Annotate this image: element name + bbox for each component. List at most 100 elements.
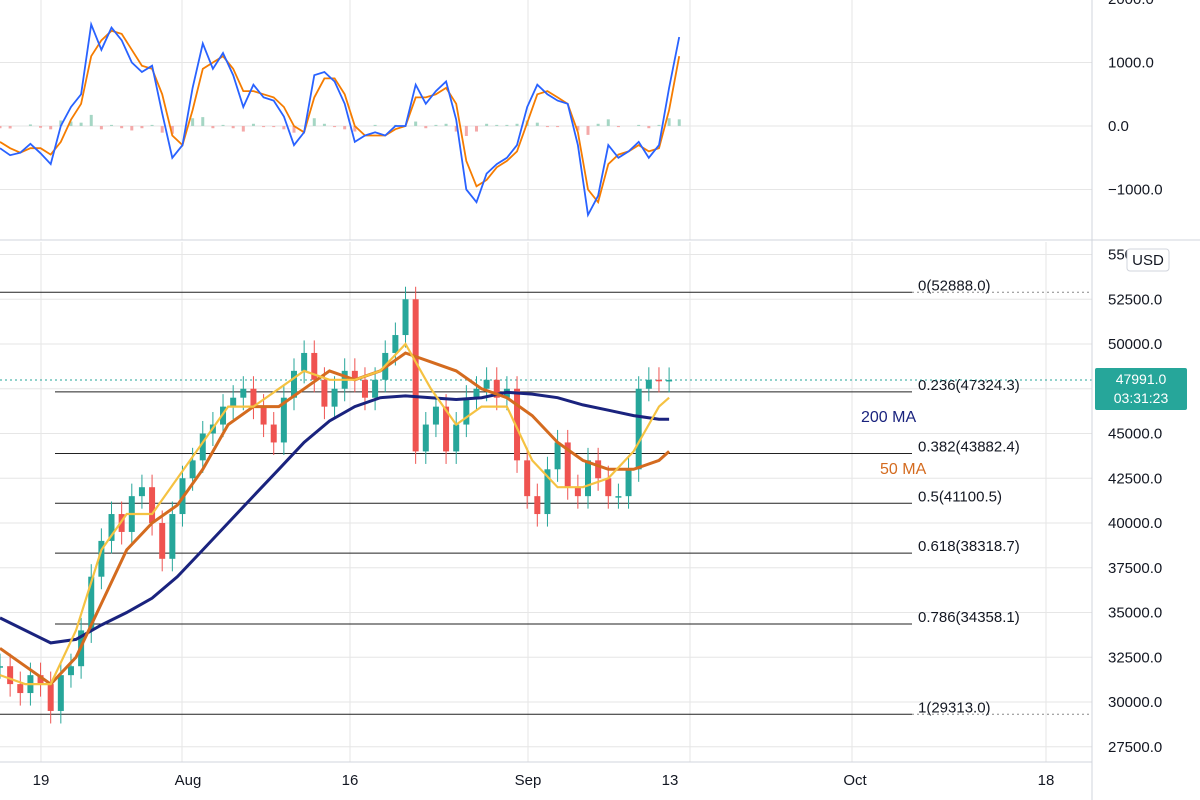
candle-body	[392, 335, 399, 353]
candle-body	[240, 388, 247, 398]
ma50-label: 50 MA	[880, 461, 927, 478]
time-axis[interactable]: 19 Aug 16 Sep 13 Oct 18	[33, 772, 1055, 789]
macd-y-tick: 0.0	[1108, 118, 1129, 135]
candle-body	[57, 675, 64, 711]
price-gridlines	[0, 242, 1092, 762]
fib-level-label: 0(52888.0)	[918, 277, 991, 294]
candle-body	[574, 487, 581, 497]
candle-body	[361, 379, 368, 398]
x-tick-label: Aug	[175, 772, 202, 789]
candle-body	[372, 379, 379, 398]
macd-y-axis: 2000.0 1000.0 0.0 −1000.0	[1108, 0, 1163, 199]
candle-body	[493, 379, 500, 398]
price-y-tick: 42500.0	[1108, 470, 1162, 487]
last-price: 47991.0	[1116, 371, 1167, 387]
price-y-tick: 50000.0	[1108, 336, 1162, 353]
price-y-tick: 32500.0	[1108, 649, 1162, 666]
candle-body	[422, 424, 429, 452]
x-tick-label: Oct	[843, 772, 867, 789]
candle-body	[199, 433, 206, 461]
candle-body	[483, 379, 490, 389]
candle-body	[67, 666, 74, 676]
fib-level-label: 0.382(43882.4)	[918, 439, 1020, 456]
candle-body	[311, 352, 318, 380]
candle-body	[402, 299, 409, 336]
fibonacci-retracement[interactable]: 0(52888.0) 0.236(47324.3) 0.382(43882.4) 0.…	[0, 277, 1092, 716]
x-tick-label: 19	[33, 772, 50, 789]
macd-gridlines	[0, 0, 1092, 240]
candle-body	[432, 406, 439, 425]
candle-body	[412, 299, 419, 452]
candle-body	[301, 352, 308, 371]
price-pane[interactable]: 0(52888.0) 0.236(47324.3) 0.382(43882.4) 0.…	[0, 242, 1187, 762]
candle-body	[655, 379, 662, 382]
price-y-tick: 40000.0	[1108, 515, 1162, 532]
candle-body	[514, 388, 521, 461]
fib-level-label: 0.786(34358.1)	[918, 609, 1020, 626]
candle-body	[260, 406, 267, 425]
candle-body	[534, 496, 541, 515]
candle-body	[149, 487, 156, 523]
last-price-badge	[1095, 368, 1187, 410]
candle-body	[17, 684, 24, 694]
candle-body	[625, 469, 632, 497]
candle-body	[463, 397, 470, 425]
candle-body	[108, 514, 115, 541]
fib-level-label: 0.618(38318.7)	[918, 538, 1020, 555]
ma200-line	[0, 390, 670, 645]
price-y-tick: 37500.0	[1108, 560, 1162, 577]
ma50-line	[0, 351, 671, 687]
x-tick-label: 13	[662, 772, 679, 789]
candle-body	[0, 666, 3, 668]
candle-body	[615, 496, 622, 498]
x-tick-label: 16	[342, 772, 359, 789]
candle-body	[47, 684, 54, 711]
candle-body	[159, 523, 166, 559]
currency-badge-box[interactable]	[1126, 248, 1170, 272]
candle-body	[554, 442, 561, 470]
bar-countdown: 03:31:23	[1114, 390, 1169, 406]
candle-body	[443, 406, 450, 452]
macd-line	[0, 20, 681, 218]
candlesticks	[0, 286, 673, 724]
candle-body	[270, 424, 277, 443]
candle-body	[169, 514, 176, 559]
x-tick-label: 18	[1038, 772, 1055, 789]
candle-body	[351, 370, 358, 380]
candle-body	[250, 388, 257, 407]
candle-body	[544, 469, 551, 515]
candle-body	[666, 379, 673, 382]
candle-body	[88, 576, 95, 631]
candle-body	[98, 540, 105, 577]
candle-body	[635, 388, 642, 470]
macd-histogram	[0, 114, 681, 137]
candle-body	[453, 424, 460, 452]
candle-body	[230, 397, 237, 407]
candle-body	[605, 478, 612, 497]
price-y-tick: 45000.0	[1108, 426, 1162, 443]
macd-y-tick: −1000.0	[1108, 182, 1163, 199]
candle-body	[189, 460, 196, 479]
price-y-tick: 52500.0	[1108, 291, 1162, 308]
price-y-tick: 35000.0	[1108, 605, 1162, 622]
macd-pane[interactable]: 2000.0 1000.0 0.0 −1000.0	[0, 0, 1163, 240]
price-y-tick: 30000.0	[1108, 694, 1162, 711]
price-y-tick: 27500.0	[1108, 739, 1162, 756]
candle-body	[595, 460, 602, 479]
candle-body	[138, 487, 145, 497]
x-tick-label: Sep	[515, 772, 542, 789]
macd-y-tick: 2000.0	[1108, 0, 1154, 8]
ma200-label: 200 MA	[861, 409, 916, 426]
macd-y-tick: 1000.0	[1108, 55, 1154, 72]
candle-body	[564, 442, 571, 488]
candle-body	[37, 675, 44, 685]
currency-badge[interactable]: USD	[1132, 252, 1164, 269]
candle-body	[585, 460, 591, 497]
candle-body	[524, 460, 531, 497]
candle-body	[645, 379, 652, 389]
candle-body	[291, 370, 297, 398]
candle-body	[321, 379, 328, 407]
candle-body	[280, 397, 287, 443]
